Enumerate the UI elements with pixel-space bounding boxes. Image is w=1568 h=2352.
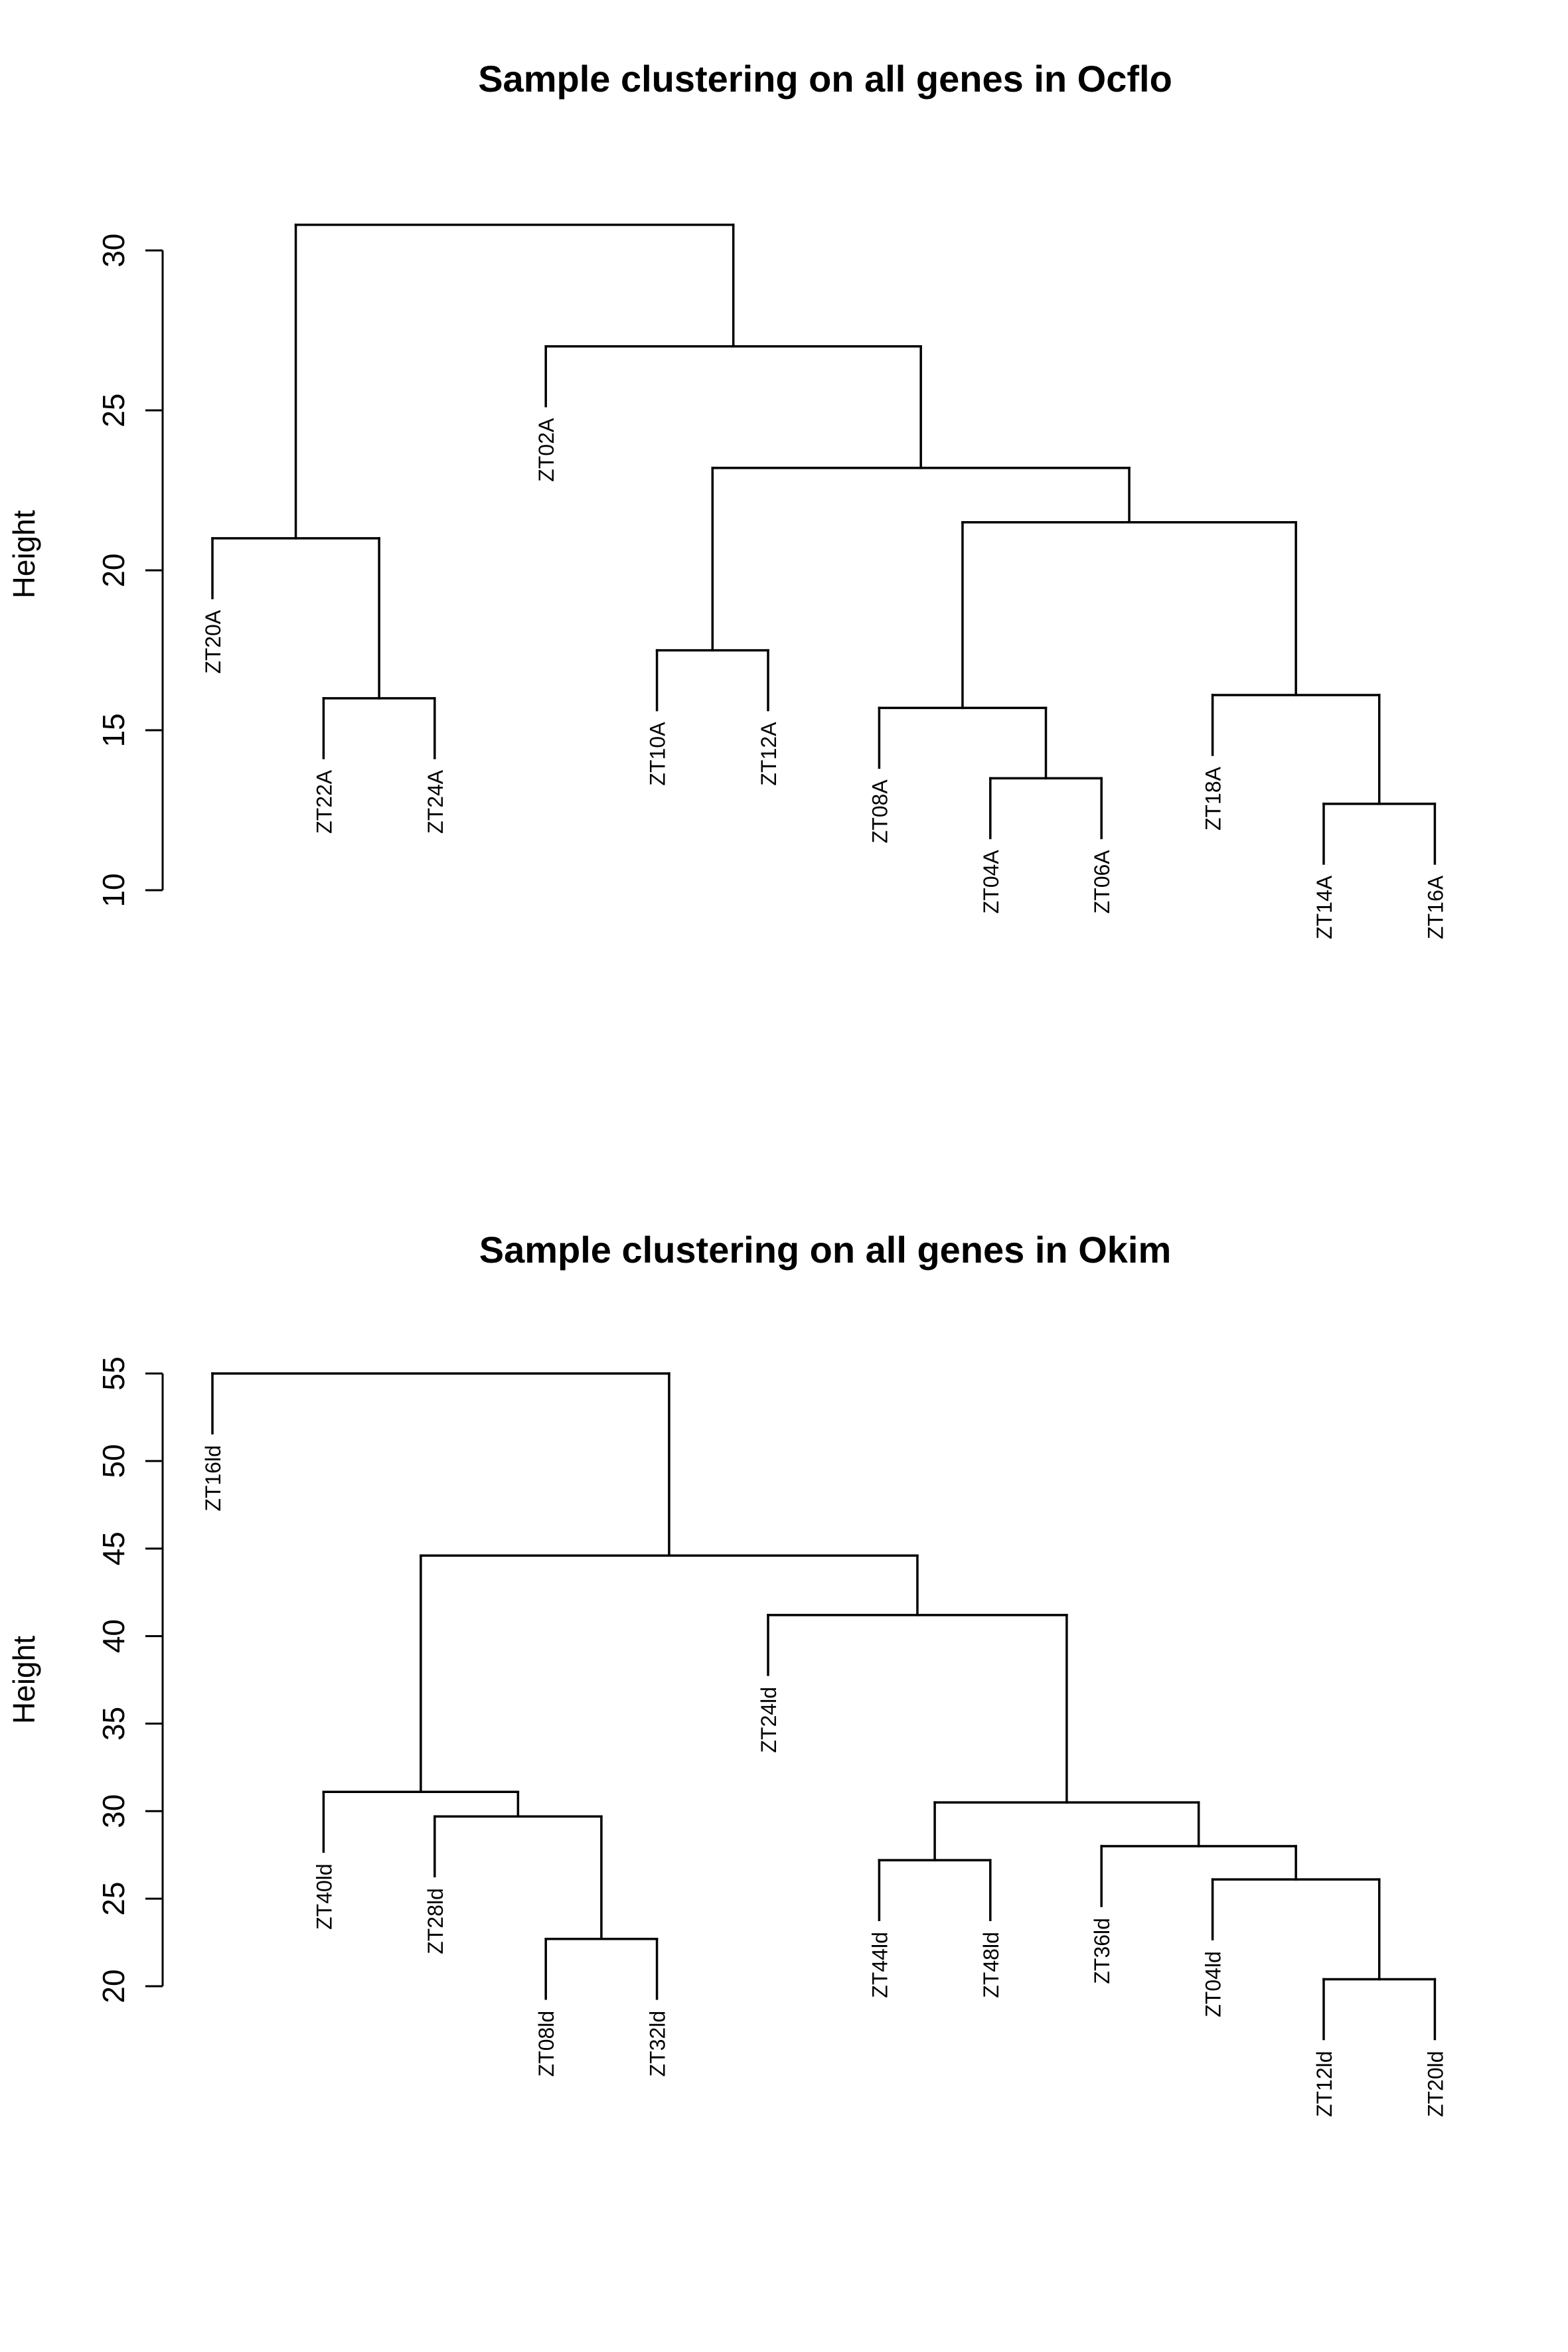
y-tick-label: 50 [96, 1444, 131, 1478]
leaf-label: ZT16ld [201, 1445, 225, 1512]
leaf-label: ZT20ld [1423, 2051, 1447, 2117]
leaf-label: ZT12A [757, 722, 781, 786]
leaf-label: ZT18A [1202, 766, 1225, 830]
y-tick-label: 20 [96, 554, 131, 588]
y-tick-label: 55 [96, 1356, 131, 1390]
leaf-label: ZT48ld [979, 1932, 1003, 1998]
leaf-label: ZT04A [979, 850, 1003, 914]
y-axis-title: Height [7, 510, 41, 598]
leaf-label: ZT16A [1423, 875, 1447, 939]
y-tick-label: 45 [96, 1531, 131, 1565]
leaf-label: ZT20A [201, 609, 225, 674]
ocflo-dendrogram-panel: Sample clustering on all genes in Ocflo 1… [7, 58, 1447, 939]
chart-title: Sample clustering on all genes in Ocflo [478, 58, 1172, 100]
y-tick-label: 25 [96, 1882, 131, 1916]
leaf-label: ZT02A [534, 418, 558, 482]
y-tick-label: 40 [96, 1619, 131, 1653]
leaf-label: ZT14A [1312, 875, 1336, 939]
leaf-label: ZT36ld [1090, 1918, 1114, 1984]
leaf-label: ZT08A [868, 779, 892, 844]
okim-dendrogram-panel: Sample clustering on all genes in Okim 20… [7, 1229, 1447, 2117]
y-tick-label: 30 [96, 1794, 131, 1828]
leaf-label: ZT22A [312, 769, 336, 834]
leaf-label: ZT44ld [868, 1932, 892, 1998]
y-tick-label: 30 [96, 234, 131, 268]
leaf-label: ZT04ld [1202, 1951, 1225, 2017]
y-axis-title: Height [7, 1636, 41, 1724]
leaf-label: ZT10A [646, 722, 670, 786]
y-tick-label: 15 [96, 713, 131, 747]
leaf-label: ZT24A [424, 769, 447, 834]
leaf-label: ZT12ld [1312, 2051, 1336, 2117]
leaf-label: ZT40ld [312, 1863, 336, 1930]
leaf-label: ZT28ld [424, 1888, 447, 1954]
y-tick-label: 10 [96, 873, 131, 907]
chart-title: Sample clustering on all genes in Okim [479, 1229, 1172, 1271]
y-tick-label: 25 [96, 394, 131, 428]
leaf-label: ZT06A [1090, 850, 1114, 914]
leaf-label: ZT08ld [534, 2011, 558, 2077]
leaf-label: ZT32ld [646, 2011, 670, 2077]
y-tick-label: 20 [96, 1969, 131, 2003]
y-tick-label: 35 [96, 1707, 131, 1741]
leaf-label: ZT24ld [757, 1687, 781, 1753]
